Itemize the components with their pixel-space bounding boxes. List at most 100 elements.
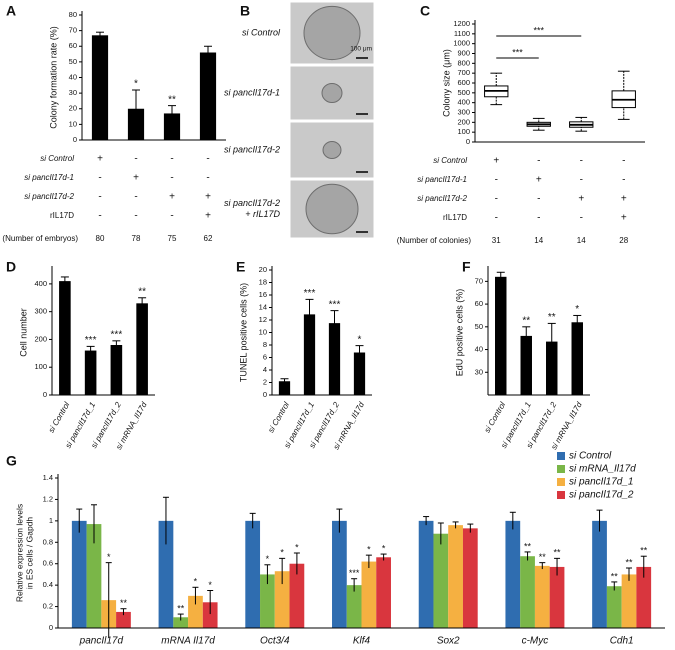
y-tick-label: 400 [34,279,47,288]
y-tick-label: 1100 [454,29,470,38]
y-tick-label: 70 [69,26,77,35]
y-tick-label: 0.8 [43,537,53,546]
count-label: (Number of colonies) [397,236,472,245]
bar [495,276,507,395]
x-tick-label: mRNA Il17d [161,636,215,647]
significance: ** [177,603,185,613]
x-tick-label: Cdh1 [610,636,634,647]
legend-label: si pancIl17d_1 [569,477,634,488]
bar [278,381,291,395]
bar [376,557,391,628]
y-axis-label: Colony formation rate (%) [48,26,58,129]
y-tick-label: 1 [49,516,53,525]
image-label: si pancIl17d-1 [224,87,280,97]
condition-label: si pancIl17d-1 [24,173,74,182]
bar [260,574,275,628]
count: 78 [132,234,141,243]
condition-mark: - [537,194,540,205]
condition-mark: + [205,192,211,203]
bar [346,585,362,628]
bar [202,602,218,628]
bar [636,566,652,628]
significance: *** [111,329,123,340]
bar [621,574,637,628]
scale-label: 100 μm [350,46,372,53]
significance: * [266,554,270,564]
bar [303,314,316,395]
significance: * [208,580,212,590]
y-tick-label: 1200 [453,19,470,28]
significance: * [367,545,371,555]
y-tick-label: 60 [475,299,483,308]
condition-mark: + [578,194,584,205]
x-tick-label: Oct3/4 [260,636,290,647]
condition-mark: - [134,192,137,203]
condition-mark: - [98,211,101,222]
significance: *** [512,47,523,57]
y-tick-label: 30 [69,88,77,97]
panel-letter: E [236,259,245,275]
significance: * [280,548,284,558]
image-label: si pancIl17d-2 [224,198,280,208]
y-tick-label: 40 [69,72,77,81]
bar [549,566,565,628]
y-tick-label: 18 [259,277,267,286]
x-tick-label: Sox2 [437,636,460,647]
bar [110,345,123,395]
condition-label: si Control [433,156,467,165]
panel-letter: C [420,3,430,19]
image-label: si pancIl17d-2 [224,144,280,154]
condition-mark: + [97,154,103,165]
panel-letter: G [6,453,17,469]
y-axis-label: TUNEL positive cells (%) [238,283,248,382]
bar [116,611,131,628]
significance: ** [539,552,547,562]
condition-label: rIL17D [50,211,74,220]
legend-swatch [557,452,565,460]
significance: *** [349,568,360,578]
y-tick-label: 0.2 [43,602,53,611]
significance: ** [524,541,532,551]
y-tick-label: 0 [73,135,77,144]
x-tick-label: si Control [266,400,291,434]
y-tick-label: 4 [263,365,267,374]
condition-mark: - [580,156,583,167]
condition-mark: - [98,173,101,184]
y-tick-label: 300 [457,107,470,116]
condition-label: si pancIl17d-2 [24,192,74,201]
significance: * [358,334,362,345]
y-tick-label: 1000 [453,39,470,48]
significance: *** [533,25,544,35]
condition-mark: - [622,175,625,186]
bar [418,520,434,628]
panel-letter: F [462,259,471,275]
significance: *** [85,335,97,346]
y-tick-label: 40 [475,345,483,354]
bar [571,322,583,395]
y-tick-label: 100 [457,127,470,136]
significance: ** [138,286,146,297]
bar [274,571,290,628]
condition-mark: - [98,192,101,203]
condition-mark: + [536,175,542,186]
significance: * [382,543,386,553]
bar [289,563,305,628]
significance: * [107,552,111,562]
y-tick-label: 16 [259,290,267,299]
bar [592,520,607,628]
condition-label: rIL17D [443,213,467,222]
significance: *** [329,299,341,310]
y-tick-label: 20 [259,265,267,274]
bar [520,335,532,395]
bar [361,561,377,628]
bar [328,323,341,395]
y-tick-label: 60 [69,41,77,50]
y-tick-label: 100 [34,362,47,371]
bar [534,565,550,628]
y-tick-label: 1.2 [43,494,53,503]
legend-label: si pancIl17d_2 [569,490,634,501]
y-axis-label: Relative expression levels [14,504,24,602]
condition-mark: + [133,173,139,184]
significance: * [295,542,299,552]
bar [173,617,189,628]
